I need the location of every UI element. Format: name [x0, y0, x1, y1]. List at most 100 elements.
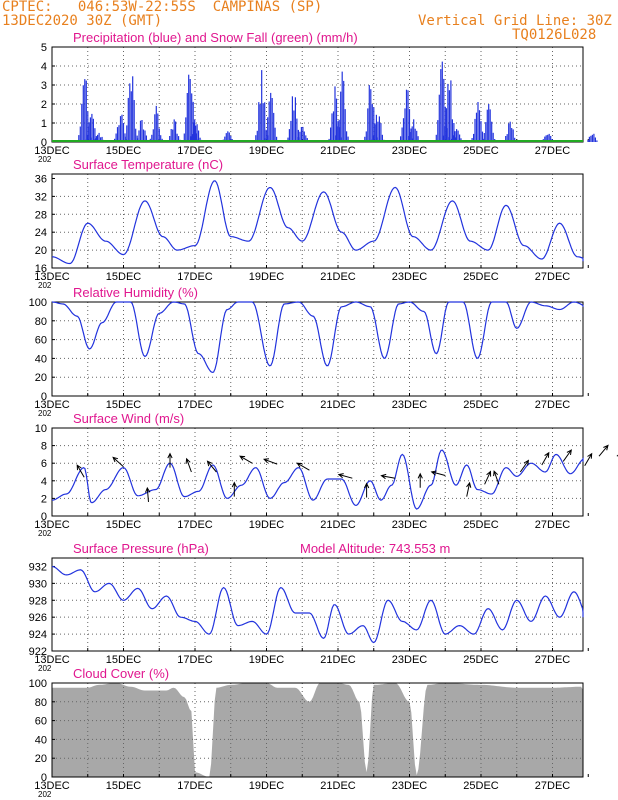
wind-series-line — [51, 449, 584, 510]
precip-bar — [594, 137, 596, 142]
year-stub: 202 — [38, 664, 52, 673]
precip-bar — [185, 117, 187, 142]
precip-bar — [378, 116, 380, 142]
precip-bar — [491, 121, 493, 142]
y-tick-label: 10 — [35, 423, 47, 435]
precip-bar — [477, 102, 479, 142]
precip-bar — [122, 123, 125, 142]
precip-bar — [273, 112, 275, 142]
precip-bar — [141, 120, 143, 142]
precip-bar — [444, 126, 446, 142]
x-tick-label: 13DEC — [34, 271, 70, 283]
precip-bar — [375, 114, 377, 142]
precip-bar — [224, 136, 226, 142]
precip-bar — [169, 136, 171, 142]
precip-panel: 0 1 2 3 4 5 13DEC 15DEC 17DEC 19DEC 21DEC 23DEC 25DE… — [34, 30, 598, 164]
precip-bar — [368, 85, 370, 142]
precip-bar — [85, 80, 87, 142]
precip-bar — [588, 136, 590, 142]
x-tick-label: 27DEC — [535, 519, 571, 531]
year-stub: 202 — [38, 529, 52, 538]
precip-bar — [198, 130, 200, 142]
precip-bar — [92, 118, 94, 142]
wind-vector — [167, 452, 173, 468]
precip-bar — [227, 131, 229, 142]
wind-vector — [337, 473, 353, 479]
x-tick-label: 23DEC — [392, 780, 428, 792]
x-tick-label: 25DEC — [463, 519, 499, 531]
y-tick-label: 24 — [35, 227, 47, 239]
precip-bar — [119, 116, 122, 142]
precip-bar — [453, 135, 455, 142]
precip-bar — [297, 137, 299, 142]
precip-bar — [440, 69, 442, 142]
precip-bar — [270, 92, 272, 142]
precip-bar — [344, 109, 346, 142]
precip-bar — [135, 128, 137, 142]
precip-bar — [400, 136, 402, 142]
x-tick-label: 13DEC — [34, 519, 70, 531]
x-tick-label: 25DEC — [463, 271, 499, 283]
x-tick-label: 27DEC — [535, 399, 571, 411]
precip-bar — [225, 133, 227, 142]
panel-frame — [51, 682, 584, 778]
x-tick-label: 21DEC — [320, 519, 356, 531]
x-tick-label: 19DEC — [249, 519, 285, 531]
precip-bar — [86, 134, 89, 142]
x-tick-label: 25DEC — [463, 399, 499, 411]
precip-bar — [79, 126, 81, 142]
precip-bar — [89, 117, 91, 142]
precip-bar — [189, 79, 191, 142]
x-tick-label: 21DEC — [320, 654, 356, 666]
precip-bar — [172, 129, 174, 142]
precip-bar — [255, 135, 257, 142]
precip-bar — [151, 134, 153, 142]
precip-bar — [335, 135, 337, 142]
precip-bar — [264, 102, 266, 142]
precip-bar — [127, 97, 129, 142]
precip-bar — [144, 130, 146, 142]
precip-bar — [480, 121, 482, 142]
precip-bar — [488, 104, 490, 142]
precip-bar — [267, 117, 269, 142]
y-tick-label: 0 — [41, 391, 47, 403]
precip-bar — [445, 108, 447, 142]
temp-title: Surface Temperature (nC) — [73, 157, 223, 172]
precip-bar — [192, 134, 194, 142]
wind-vector — [519, 459, 530, 473]
precip-bar — [262, 103, 264, 142]
y-tick-label: 6 — [41, 458, 47, 470]
x-tick-label: 23DEC — [392, 519, 428, 531]
precip-bar — [453, 123, 455, 142]
y-tick-label: 28 — [35, 209, 47, 221]
precip-bar — [444, 106, 446, 142]
precip-bar — [416, 130, 418, 142]
y-tick-label: 60 — [35, 335, 47, 347]
precip-bar — [297, 129, 299, 142]
model-altitude: Model Altitude: 743.553 m — [300, 541, 450, 556]
x-tick-label: 25DEC — [463, 780, 499, 792]
precip-bar — [265, 130, 267, 142]
precip-bar — [374, 123, 376, 142]
y-tick-label: 0 — [41, 137, 47, 149]
precip-bar — [478, 110, 481, 142]
wind-vector — [430, 470, 446, 476]
precip-bar — [593, 133, 595, 142]
precip-bar — [194, 119, 196, 142]
precip-bar — [124, 136, 126, 142]
temp-series-line — [51, 180, 584, 265]
precip-bar — [340, 91, 342, 142]
precip-bar — [447, 83, 449, 142]
precip-bar — [338, 119, 340, 142]
precip-bar — [118, 125, 120, 142]
precip-bar — [175, 121, 177, 142]
x-tick-label: 23DEC — [392, 654, 428, 666]
precip-bar — [381, 134, 383, 142]
x-tick-label: 13DEC — [34, 654, 70, 666]
precip-bar — [121, 114, 123, 142]
wind-vector — [380, 473, 396, 480]
precip-bar — [332, 111, 335, 142]
precip-bar — [414, 128, 416, 142]
precip-bar — [438, 94, 440, 142]
cloud-cover-area — [52, 683, 583, 777]
